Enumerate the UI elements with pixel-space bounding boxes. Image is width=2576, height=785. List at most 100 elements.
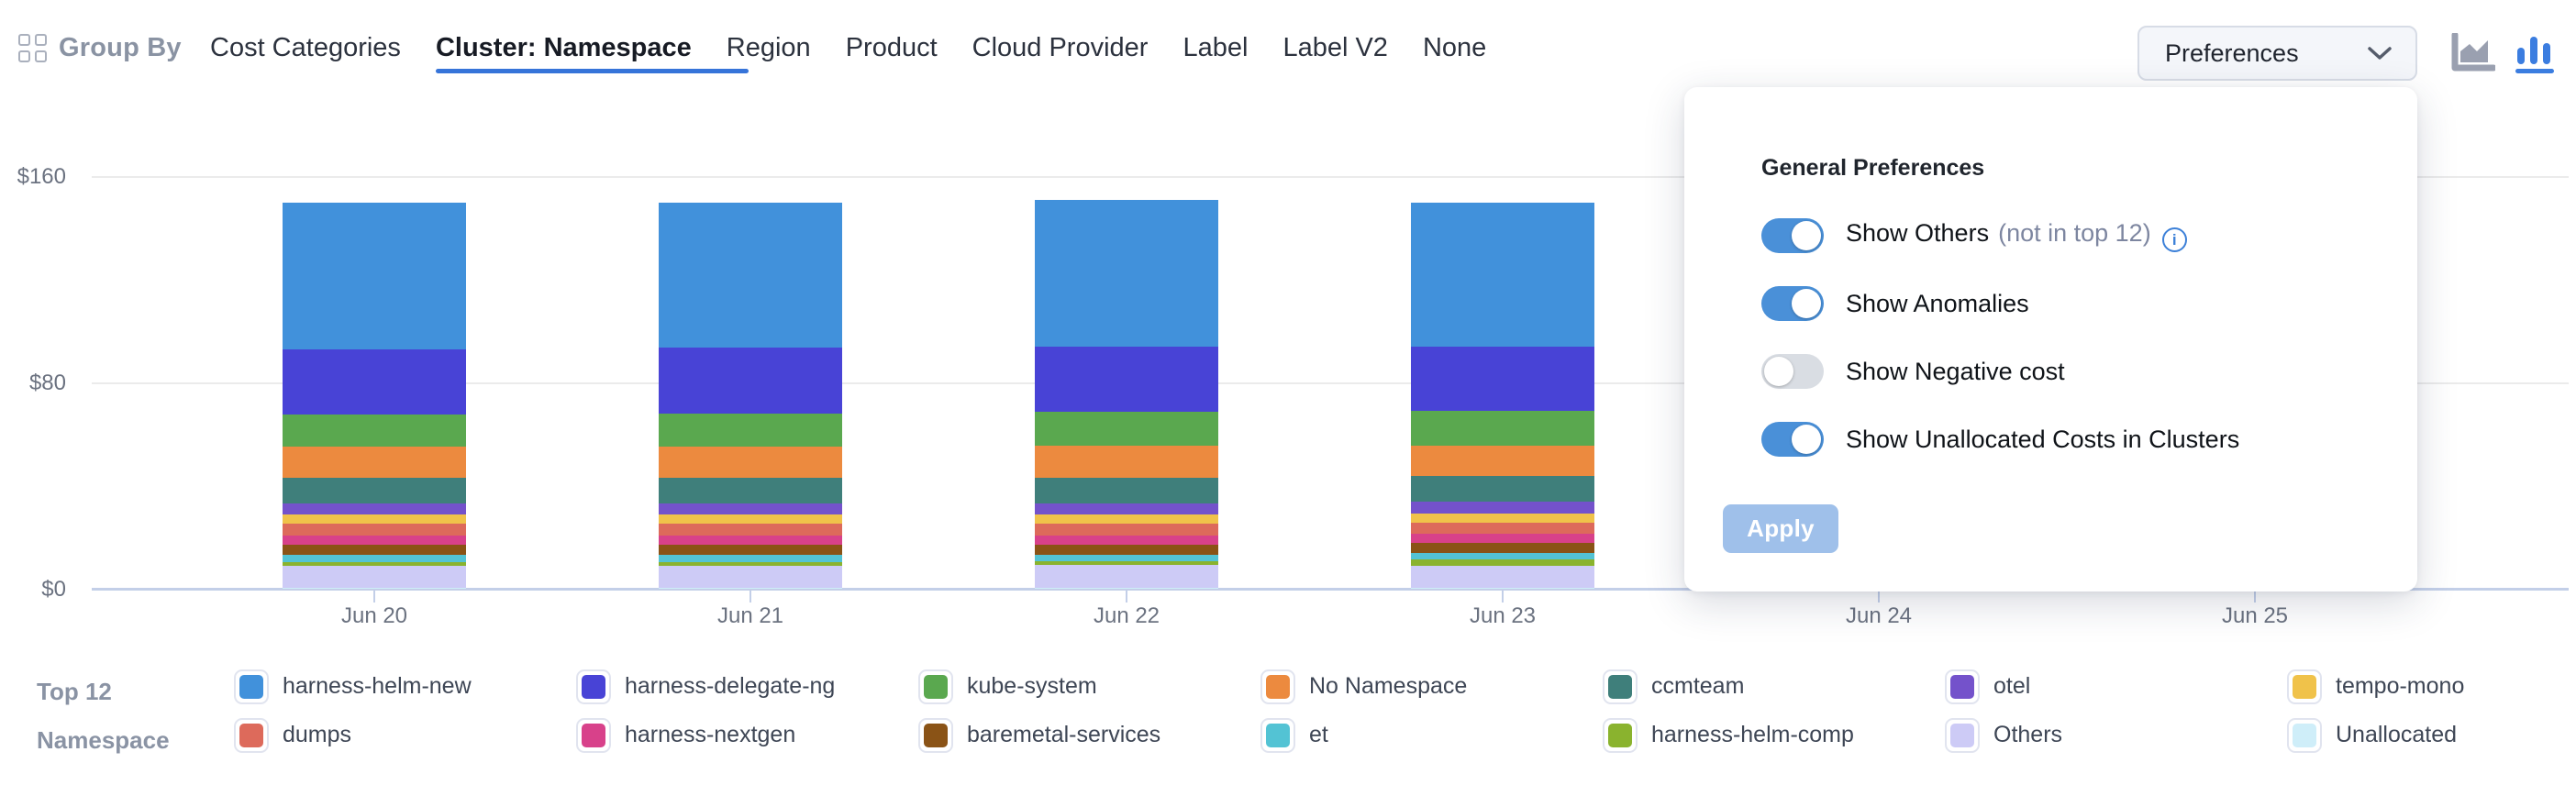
bar-segment-unallocated[interactable] [1411,588,1594,589]
legend-swatch-icon [1603,717,1638,753]
legend-item[interactable]: ccmteam [1603,662,1945,711]
bar-segment-kube-system[interactable] [1035,412,1218,446]
bar-segment-et[interactable] [283,554,466,563]
bar-segment-others[interactable] [1411,566,1594,589]
bar-segment-harness-helm-comp[interactable] [659,562,842,567]
tab-cluster-namespace[interactable]: Cluster: Namespace [435,33,749,73]
legend-swatch-icon [234,669,269,704]
preferences-dropdown[interactable]: Preferences [2137,26,2417,81]
bar-segment-harness-delegate-ng[interactable] [1035,346,1218,413]
bar-segment-no-namespace[interactable] [1035,445,1218,478]
legend-item[interactable]: harness-nextgen [576,711,918,759]
legend-item[interactable]: Unallocated [2287,711,2576,759]
toggle-switch[interactable] [1761,218,1824,253]
bar-segment-otel[interactable] [1411,502,1594,514]
bar-segment-others[interactable] [1035,564,1218,589]
bar-segment-baremetal-services[interactable] [1035,544,1218,555]
legend-swatch-icon [1603,669,1638,704]
bar-column-jun-22[interactable] [1035,200,1218,589]
bar-segment-harness-nextgen[interactable] [1411,534,1594,544]
bar-segment-otel[interactable] [283,503,466,515]
bar-segment-dumps[interactable] [1035,524,1218,536]
toggle-switch[interactable] [1761,354,1824,389]
legend-label: Unallocated [2336,722,2458,747]
bar-segment-harness-helm-comp[interactable] [1411,559,1594,567]
legend-item[interactable]: kube-system [918,662,1260,711]
bar-segment-ccmteam[interactable] [283,477,466,503]
bar-segment-unallocated[interactable] [1035,588,1218,589]
apply-button[interactable]: Apply [1723,504,1838,553]
bar-segment-baremetal-services[interactable] [659,544,842,555]
bar-segment-others[interactable] [283,566,466,589]
bar-segment-harness-delegate-ng[interactable] [1411,346,1594,411]
tab-cost-categories[interactable]: Cost Categories [210,33,401,62]
toggle-switch[interactable] [1761,422,1824,457]
tab-label-v2[interactable]: Label V2 [1282,33,1388,62]
bar-segment-dumps[interactable] [283,524,466,536]
legend-item[interactable]: harness-delegate-ng [576,662,918,711]
area-chart-icon[interactable] [2451,33,2495,73]
bar-segment-baremetal-services[interactable] [1411,543,1594,554]
bar-segment-dumps[interactable] [1411,522,1594,535]
bar-segment-harness-nextgen[interactable] [1035,535,1218,545]
bar-segment-harness-delegate-ng[interactable] [659,348,842,414]
bar-segment-ccmteam[interactable] [659,477,842,503]
bar-segment-tempo-mono[interactable] [283,514,466,525]
legend-item[interactable]: harness-helm-comp [1603,711,1945,759]
legend-item[interactable]: No Namespace [1260,662,1603,711]
bar-column-jun-21[interactable] [659,203,842,589]
bar-segment-baremetal-services[interactable] [283,544,466,555]
legend-item[interactable]: harness-helm-new [234,662,576,711]
bar-segment-others[interactable] [659,566,842,589]
bar-segment-et[interactable] [659,554,842,563]
bar-segment-dumps[interactable] [659,524,842,536]
bar-segment-harness-helm-new[interactable] [659,203,842,348]
bar-segment-kube-system[interactable] [659,413,842,448]
preference-row: Show Unallocated Costs in Clusters [1761,421,2239,458]
bar-segment-harness-helm-comp[interactable] [283,562,466,567]
bar-segment-kube-system[interactable] [283,415,466,448]
bar-column-jun-20[interactable] [283,203,466,589]
bar-segment-harness-helm-comp[interactable] [1035,560,1218,565]
bar-segment-no-namespace[interactable] [1411,445,1594,477]
bar-segment-harness-nextgen[interactable] [283,535,466,545]
bar-chart-icon[interactable] [2515,33,2554,73]
bar-segment-tempo-mono[interactable] [1411,513,1594,523]
bar-segment-et[interactable] [1411,553,1594,560]
bar-segment-harness-delegate-ng[interactable] [283,348,466,415]
x-axis-line [92,588,2569,591]
bar-segment-harness-helm-new[interactable] [1035,200,1218,347]
legend-item[interactable]: dumps [234,711,576,759]
legend-item[interactable]: Others [1945,711,2287,759]
info-icon[interactable]: i [2161,227,2187,253]
bar-segment-no-namespace[interactable] [283,447,466,478]
bar-segment-ccmteam[interactable] [1411,476,1594,503]
x-axis-tick-label: Jun 23 [1469,603,1537,628]
legend-item[interactable]: et [1260,711,1603,759]
bar-segment-harness-nextgen[interactable] [659,535,842,545]
bar-segment-kube-system[interactable] [1411,410,1594,446]
toggle-switch[interactable] [1761,286,1824,321]
tab-label[interactable]: Label [1183,33,1249,62]
bar-segment-harness-helm-new[interactable] [283,203,466,349]
x-axis-tick-label: Jun 25 [2221,603,2289,628]
bar-segment-unallocated[interactable] [283,588,466,589]
legend-item[interactable]: tempo-mono [2287,662,2576,711]
bar-segment-ccmteam[interactable] [1035,477,1218,503]
bar-segment-et[interactable] [1035,554,1218,561]
bar-segment-otel[interactable] [659,503,842,515]
bar-segment-no-namespace[interactable] [659,447,842,478]
bar-segment-harness-helm-new[interactable] [1411,203,1594,347]
legend-item[interactable]: otel [1945,662,2287,711]
bar-segment-unallocated[interactable] [659,588,842,589]
bar-segment-otel[interactable] [1035,503,1218,515]
legend-item[interactable]: baremetal-services [918,711,1260,759]
bar-column-jun-23[interactable] [1411,203,1594,589]
tab-region[interactable]: Region [726,33,811,62]
tab-cloud-provider[interactable]: Cloud Provider [972,33,1149,62]
bar-segment-tempo-mono[interactable] [659,514,842,525]
tab-product[interactable]: Product [845,33,938,62]
tab-none[interactable]: None [1422,33,1487,62]
bar-segment-tempo-mono[interactable] [1035,514,1218,525]
legend-label: otel [1993,673,2031,699]
